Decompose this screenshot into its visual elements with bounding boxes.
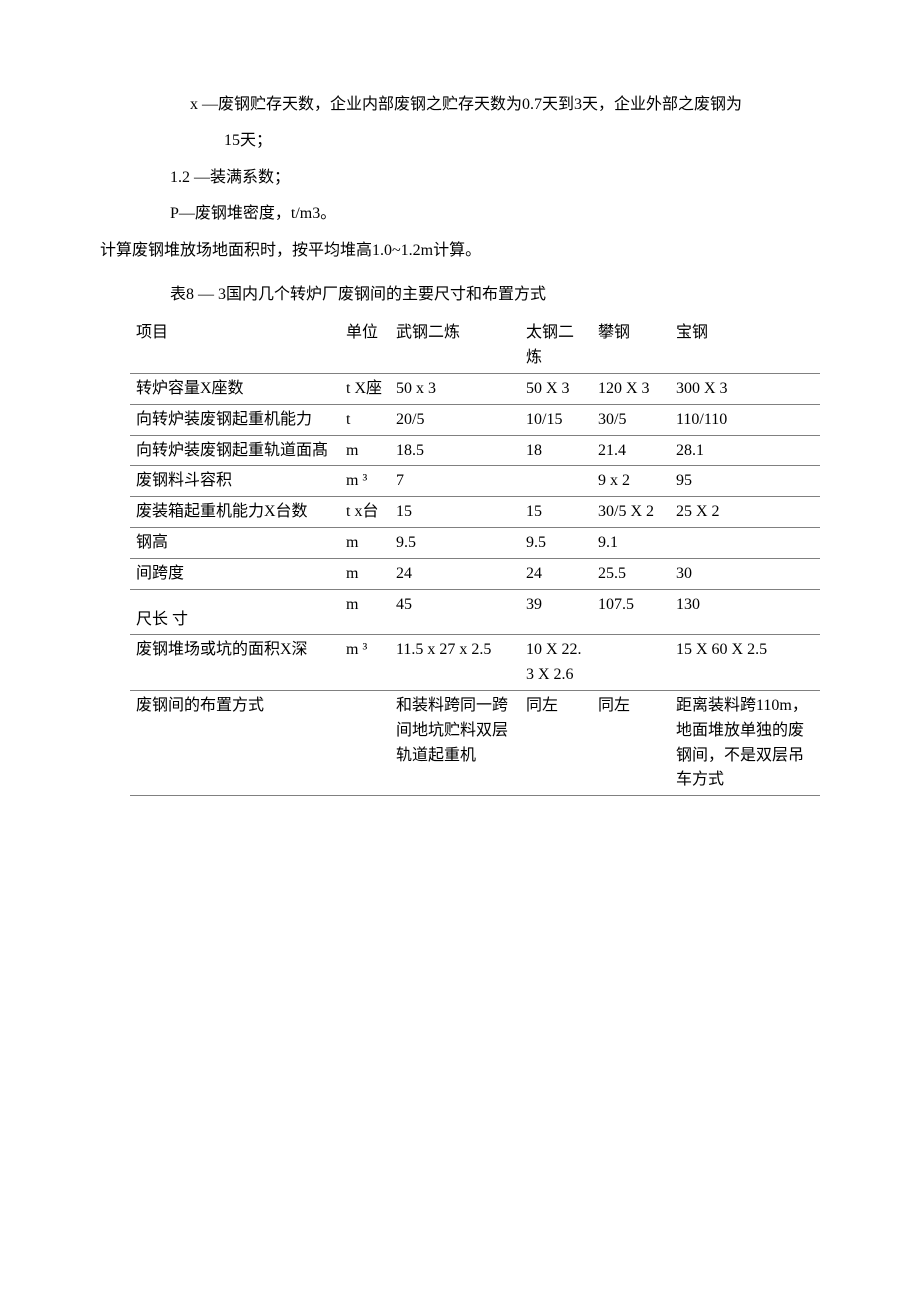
table-cell: 转炉容量X座数 — [130, 373, 340, 404]
table-cell — [670, 527, 820, 558]
table-row: 尺长 寸 m 45 39 107.5 130 — [130, 589, 820, 635]
data-table: 项目 单位 武钢二炼 太钢二炼 攀钢 宝钢 转炉容量X座数 t X座 50 x … — [130, 318, 820, 796]
table-cell: 向转炉装废钢起重轨道面髙 — [130, 435, 340, 466]
table-cell: m ³ — [340, 635, 390, 691]
table-row: 废钢间的布置方式 和装料跨同一跨间地坑贮料双层轨道起重机 同左 同左 距离装料跨… — [130, 690, 820, 795]
table-cell: 30/5 X 2 — [592, 497, 670, 528]
note-line-x-cont: 15天； — [100, 126, 820, 156]
table-row: 废钢料斗容积 m ³ 7 9 x 2 95 — [130, 466, 820, 497]
table-header-cell: 攀钢 — [592, 318, 670, 373]
table-row: 废装箱起重机能力X台数 t x台 15 15 30/5 X 2 25 X 2 — [130, 497, 820, 528]
table-cell: 废钢料斗容积 — [130, 466, 340, 497]
table-header-cell: 单位 — [340, 318, 390, 373]
table-cell: 24 — [390, 558, 520, 589]
table-cell: 110/110 — [670, 404, 820, 435]
note-line-p: P—废钢堆密度，t/m3。 — [100, 199, 820, 229]
table-cell: m — [340, 527, 390, 558]
table-row: 转炉容量X座数 t X座 50 x 3 50 X 3 120 X 3 300 X… — [130, 373, 820, 404]
table-cell: 同左 — [592, 690, 670, 795]
table-cell: 18.5 — [390, 435, 520, 466]
table-cell: 45 — [390, 589, 520, 635]
table-cell: 15 — [390, 497, 520, 528]
table-header-cell: 项目 — [130, 318, 340, 373]
table-row: 间跨度 m 24 24 25.5 30 — [130, 558, 820, 589]
table-cell: 20/5 — [390, 404, 520, 435]
table-cell: 尺长 寸 — [130, 589, 340, 635]
table-cell: 28.1 — [670, 435, 820, 466]
table-cell: 废钢间的布置方式 — [130, 690, 340, 795]
table-row: 向转炉装废钢起重轨道面髙 m 18.5 18 21.4 28.1 — [130, 435, 820, 466]
table-cell: 同左 — [520, 690, 592, 795]
table-row: 向转炉装废钢起重机能力 t 20/5 10/15 30/5 110/110 — [130, 404, 820, 435]
table-cell: 300 X 3 — [670, 373, 820, 404]
table-cell — [592, 635, 670, 691]
table-header-row: 项目 单位 武钢二炼 太钢二炼 攀钢 宝钢 — [130, 318, 820, 373]
table-cell: 废钢堆场或坑的面积X深 — [130, 635, 340, 691]
table-cell: 30/5 — [592, 404, 670, 435]
table-cell: m — [340, 589, 390, 635]
table-cell: t X座 — [340, 373, 390, 404]
table-cell: 9.5 — [520, 527, 592, 558]
table-cell: 废装箱起重机能力X台数 — [130, 497, 340, 528]
table-cell: 95 — [670, 466, 820, 497]
table-cell: 50 x 3 — [390, 373, 520, 404]
table-cell: t x台 — [340, 497, 390, 528]
table-cell: 7 — [390, 466, 520, 497]
table-cell: 50 X 3 — [520, 373, 592, 404]
table-cell — [520, 466, 592, 497]
table-cell: 15 X 60 X 2.5 — [670, 635, 820, 691]
table-cell: 10/15 — [520, 404, 592, 435]
table-cell: 107.5 — [592, 589, 670, 635]
table-cell: 25.5 — [592, 558, 670, 589]
table-cell: 25 X 2 — [670, 497, 820, 528]
table-cell: t — [340, 404, 390, 435]
table-cell: 120 X 3 — [592, 373, 670, 404]
table-cell: 10 X 22. 3 X 2.6 — [520, 635, 592, 691]
table-cell: 9.5 — [390, 527, 520, 558]
table-cell: 距离装料跨110m，地面堆放单独的废钢间，不是双层吊车方式 — [670, 690, 820, 795]
table-cell: 9.1 — [592, 527, 670, 558]
table-cell: 39 — [520, 589, 592, 635]
table-cell: 向转炉装废钢起重机能力 — [130, 404, 340, 435]
table-cell: 间跨度 — [130, 558, 340, 589]
table-cell: 30 — [670, 558, 820, 589]
table-cell: 钢高 — [130, 527, 340, 558]
document-page: x —废钢贮存天数，企业内部废钢之贮存天数为0.7天到3天，企业外部之废钢为 1… — [0, 0, 920, 836]
table-header-cell: 太钢二炼 — [520, 318, 592, 373]
table-cell — [340, 690, 390, 795]
table-cell: 11.5 x 27 x 2.5 — [390, 635, 520, 691]
table-cell: 130 — [670, 589, 820, 635]
table-cell: 15 — [520, 497, 592, 528]
table-header-cell: 宝钢 — [670, 318, 820, 373]
table-cell: 21.4 — [592, 435, 670, 466]
table-row: 钢高 m 9.5 9.5 9.1 — [130, 527, 820, 558]
table-cell: m — [340, 435, 390, 466]
table-title: 表8 — 3国内几个转炉厂废钢间的主要尺寸和布置方式 — [100, 280, 820, 310]
note-line-1-2: 1.2 —装满系数； — [100, 163, 820, 193]
table-cell: 24 — [520, 558, 592, 589]
table-cell: m ³ — [340, 466, 390, 497]
note-line-x: x —废钢贮存天数，企业内部废钢之贮存天数为0.7天到3天，企业外部之废钢为 — [100, 90, 820, 120]
table-cell: m — [340, 558, 390, 589]
table-header-cell: 武钢二炼 — [390, 318, 520, 373]
table-cell: 和装料跨同一跨间地坑贮料双层轨道起重机 — [390, 690, 520, 795]
table-cell: 18 — [520, 435, 592, 466]
note-line-calc: 计算废钢堆放场地面积时，按平均堆高1.0~1.2m计算。 — [100, 236, 820, 266]
table-row: 废钢堆场或坑的面积X深 m ³ 11.5 x 27 x 2.5 10 X 22.… — [130, 635, 820, 691]
table-cell: 9 x 2 — [592, 466, 670, 497]
